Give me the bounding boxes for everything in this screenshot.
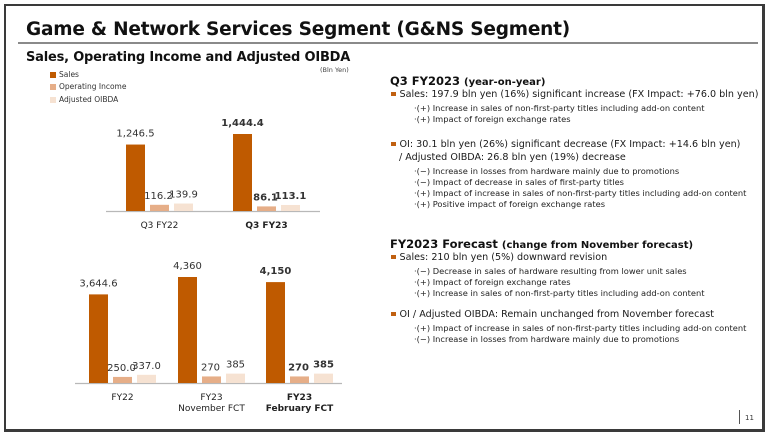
- forecast-sales-text: Sales: 210 bln yen (5%) downward revisio…: [399, 252, 608, 263]
- q3-heading-sub: (year-on-year): [464, 77, 546, 88]
- q3-oi-item: ·(+) Impact of increase in sales of non-…: [414, 188, 747, 198]
- legend-item-operating-income: Operating Income: [50, 81, 126, 93]
- forecast-heading-main: FY2023 Forecast: [390, 237, 498, 251]
- category-label: November FCT: [178, 404, 245, 414]
- category-label: FY23: [287, 393, 312, 403]
- unit-label: (Bln Yen): [320, 66, 349, 74]
- bar-adjusted-oibda: [226, 373, 245, 383]
- data-label: 3,644.6: [79, 278, 117, 289]
- bar-sales: [178, 277, 197, 383]
- category-label: Q3 FY22: [141, 221, 179, 231]
- category-label: Q3 FY23: [245, 221, 287, 231]
- page-number-divider: [739, 410, 740, 424]
- legend-label: Sales: [59, 70, 79, 79]
- forecast-oi-text: OI / Adjusted OIBDA: Remain unchanged fr…: [399, 309, 715, 320]
- forecast-oi-item: ·(−) Increase in losses from hardware ma…: [414, 334, 680, 344]
- data-label: 385: [313, 360, 334, 371]
- forecast-heading-sub: (change from November forecast): [501, 240, 694, 251]
- forecast-sales-item: ·(+) Increase in sales of non-first-part…: [414, 288, 705, 298]
- q3-oi-text: OI: 30.1 bln yen (26%) significant decre…: [399, 139, 741, 150]
- legend-swatch-operating-income: [50, 84, 56, 91]
- legend-item-adjusted-oibda: Adjusted OIBDA: [50, 94, 126, 106]
- data-label: 1,246.5: [116, 129, 154, 140]
- chart-legend: Sales Operating Income Adjusted OIBDA: [50, 69, 126, 106]
- forecast-heading: FY2023 Forecast (change from November fo…: [390, 237, 693, 251]
- category-label: FY22: [111, 393, 133, 403]
- forecast-sales-item: ·(+) Impact of foreign exchange rates: [414, 277, 571, 287]
- chart-subtitle: Sales, Operating Income and Adjusted OIB…: [26, 50, 351, 65]
- bar-operating-income: [150, 204, 169, 211]
- data-label: 139.9: [169, 190, 198, 201]
- data-label: 270: [201, 362, 220, 373]
- bullet-square-icon: [391, 91, 396, 96]
- bar-sales: [89, 294, 108, 383]
- data-label: 116.2: [144, 191, 173, 202]
- data-label: 250.0: [107, 363, 136, 374]
- q3-heading-main: Q3 FY2023: [390, 74, 460, 88]
- bar-operating-income: [202, 376, 221, 383]
- legend-swatch-sales: [50, 72, 56, 79]
- q3-sales-item: ·(+) Increase in sales of non-first-part…: [414, 103, 705, 113]
- q3-sales-bullet: Sales: 197.9 bln yen (16%) significant i…: [391, 89, 758, 100]
- bar-adjusted-oibda: [174, 203, 193, 211]
- bar-operating-income: [113, 376, 132, 383]
- bar-adjusted-oibda: [281, 204, 300, 211]
- q3-oi-item: ·(−) Impact of decrease in sales of firs…: [414, 177, 625, 187]
- bar-sales: [266, 282, 285, 383]
- forecast-sales-bullet: Sales: 210 bln yen (5%) downward revisio…: [391, 252, 607, 263]
- data-label: 385: [226, 360, 245, 371]
- slide-frame: [4, 4, 765, 432]
- legend-label: Adjusted OIBDA: [59, 94, 119, 104]
- data-label: 86.1: [253, 192, 278, 203]
- forecast-oi-item: ·(+) Impact of increase in sales of non-…: [414, 323, 747, 333]
- bar-adjusted-oibda: [314, 373, 333, 383]
- forecast-oi-bullet: OI / Adjusted OIBDA: Remain unchanged fr…: [391, 309, 714, 320]
- forecast-sales-item: ·(−) Decrease in sales of hardware resul…: [414, 266, 687, 276]
- data-label: 4,360: [173, 261, 202, 272]
- bullet-square-icon: [391, 141, 396, 146]
- bar-sales: [126, 144, 145, 211]
- q3-oi-item: ·(+) Positive impact of foreign exchange…: [414, 199, 606, 209]
- category-label: February FCT: [266, 404, 334, 414]
- q3-oi-bullet: OI: 30.1 bln yen (26%) significant decre…: [391, 139, 740, 150]
- data-label: 337.0: [132, 361, 161, 372]
- bar-adjusted-oibda: [137, 374, 156, 383]
- bullet-square-icon: [391, 254, 396, 259]
- q3-sales-text: Sales: 197.9 bln yen (16%) significant i…: [399, 89, 759, 100]
- data-label: 4,150: [260, 266, 292, 277]
- legend-label: Operating Income: [59, 82, 127, 92]
- page-number: 11: [745, 414, 754, 422]
- title-divider: [18, 42, 758, 44]
- q3-sales-item: ·(+) Impact of foreign exchange rates: [414, 114, 571, 124]
- q3-heading: Q3 FY2023 (year-on-year): [390, 74, 545, 88]
- bar-operating-income: [257, 206, 276, 211]
- legend-swatch-adjusted-oibda: [50, 96, 56, 103]
- bullet-square-icon: [391, 311, 396, 316]
- bar-operating-income: [290, 376, 309, 383]
- bar-sales: [233, 134, 252, 211]
- category-label: FY23: [200, 393, 222, 403]
- legend-item-sales: Sales: [50, 69, 126, 81]
- data-label: 113.1: [275, 191, 307, 202]
- data-label: 1,444.4: [221, 118, 263, 129]
- q3-oi-continuation: / Adjusted OIBDA: 26.8 bln yen (19%) dec…: [399, 152, 626, 163]
- page-title: Game & Network Services Segment (G&NS Se…: [26, 19, 571, 40]
- q3-oi-item: ·(−) Increase in losses from hardware ma…: [414, 166, 680, 176]
- data-label: 270: [288, 362, 309, 373]
